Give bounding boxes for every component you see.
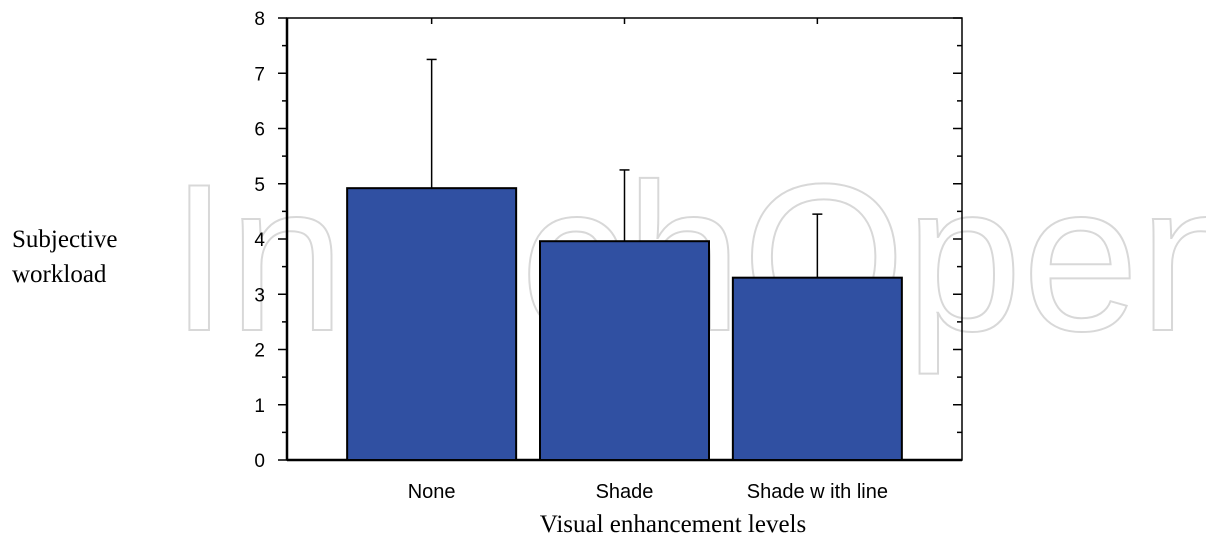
y-axis-title-line-2: workload: [12, 261, 107, 288]
y-axis-title-line-1: Subjective: [12, 226, 118, 253]
bar-3: [731, 276, 903, 461]
bar-1: [346, 187, 518, 461]
x-tick-label: Shade: [596, 481, 654, 503]
x-axis-title: Visual enhancement levels: [540, 511, 806, 538]
y-tick-label: 2: [254, 341, 265, 362]
y-tick-label: 0: [254, 451, 265, 472]
y-tick-label: 8: [254, 9, 265, 30]
x-tick-label: None: [408, 481, 456, 503]
bar-2: [539, 240, 710, 461]
y-tick-label: 4: [254, 230, 265, 251]
y-tick-label: 1: [254, 396, 265, 417]
y-tick-label: 7: [254, 64, 265, 85]
y-tick-label: 5: [254, 175, 265, 196]
y-tick-label: 6: [254, 120, 265, 141]
x-tick-label: Shade w ith line: [747, 481, 888, 503]
plot-area: 0 1 2 3 4 5 6 7 8 None Shade Shade w ith line: [254, 9, 963, 503]
y-tick-label: 3: [254, 285, 265, 306]
